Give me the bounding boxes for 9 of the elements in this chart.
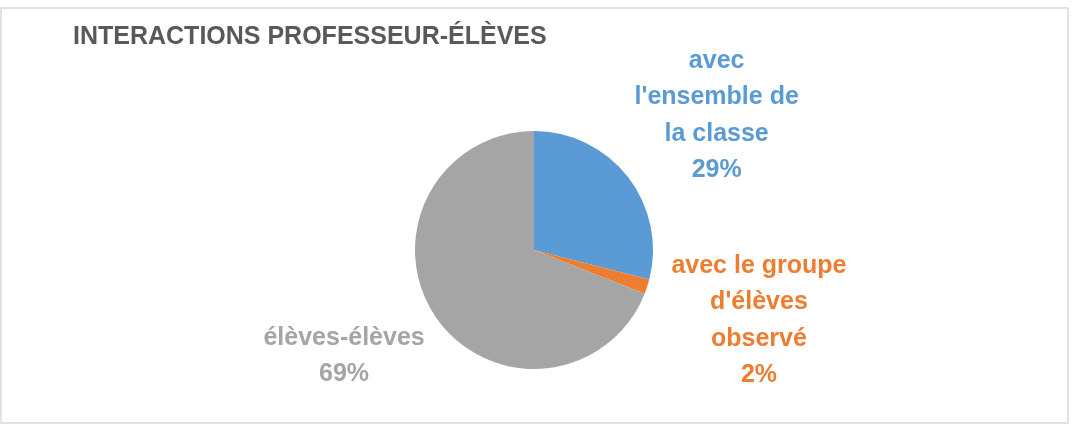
slice-label: avec le groupe d'élèves observé <box>671 249 847 351</box>
slice-label: élèves-élèves <box>263 321 425 350</box>
data-label: 69% <box>319 358 370 387</box>
data-label: 29% <box>691 154 742 183</box>
pie-slice <box>534 131 653 280</box>
pie-slice <box>534 250 650 294</box>
data-label: 2% <box>740 359 778 388</box>
chart-title: INTERACTIONS PROFESSEUR-ÉLÈVES <box>73 21 547 49</box>
slice-label: avec l'ensemble de la classe <box>634 44 799 146</box>
